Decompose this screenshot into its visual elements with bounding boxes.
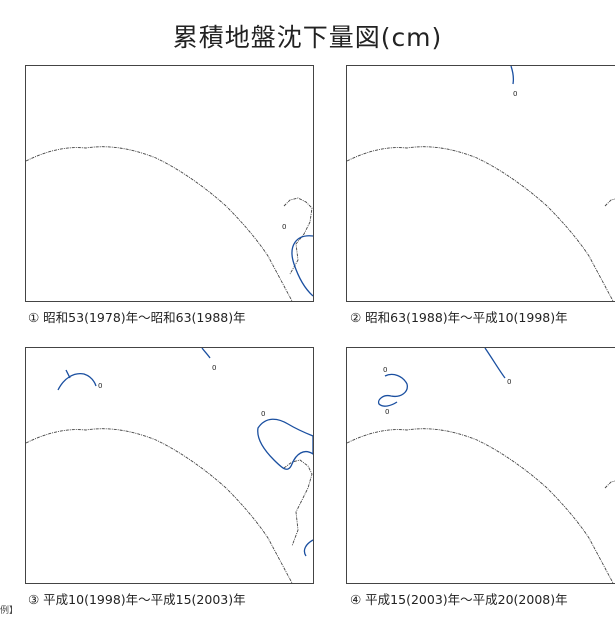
contour-label-zero: 0	[261, 410, 265, 418]
subsidence-contour-zero	[377, 373, 408, 407]
contour-label-zero: 0	[98, 382, 102, 390]
coastline-east	[283, 197, 313, 275]
map-panel-4: 0 0 0	[346, 347, 615, 584]
contour-label-zero: 0	[385, 408, 389, 416]
contour-label-zero: 0	[383, 366, 387, 374]
subsidence-contour-zero	[484, 348, 506, 379]
contour-label-zero: 0	[282, 223, 286, 231]
subsidence-contour-zero	[257, 418, 313, 470]
coastline-east	[604, 198, 615, 207]
map-panel-1: 0	[25, 65, 314, 302]
map-panel-2: 0	[346, 65, 615, 302]
contour-label-zero: 0	[507, 378, 511, 386]
subsidence-contour-zero	[303, 539, 313, 557]
contour-label-zero: 0	[212, 364, 216, 372]
panel-3-caption: ③ 平成10(1998)年～平成15(2003)年	[28, 592, 246, 607]
map-panel-4-canvas: 0 0 0	[347, 348, 615, 583]
subsidence-contour-zero	[201, 348, 211, 359]
map-title: 累積地盤沈下量図(cm)	[172, 23, 443, 52]
subsidence-contour-zero	[510, 66, 515, 85]
map-panel-3: 0 0 0	[25, 347, 314, 584]
coastline	[26, 428, 293, 583]
map-panel-3-canvas: 0 0 0	[26, 348, 313, 583]
contour-tick	[65, 369, 71, 379]
panel-2-caption: ② 昭和63(1988)年～平成10(1998)年	[350, 310, 568, 325]
legend-stub: 例】	[0, 606, 19, 616]
subsidence-contour-zero	[57, 372, 97, 391]
coastline-east	[283, 459, 313, 547]
panel-1-caption: ① 昭和53(1978)年～昭和63(1988)年	[28, 310, 246, 325]
contour-label-zero: 0	[513, 90, 517, 98]
coastline-east	[604, 480, 615, 489]
coastline	[347, 146, 614, 301]
map-panel-2-canvas: 0	[347, 66, 615, 301]
panel-4-caption: ④ 平成15(2003)年～平成20(2008)年	[350, 592, 568, 607]
coastline	[26, 146, 293, 301]
subsidence-contour-zero	[291, 235, 313, 297]
coastline	[347, 428, 614, 583]
map-panel-1-canvas: 0	[26, 146, 313, 301]
